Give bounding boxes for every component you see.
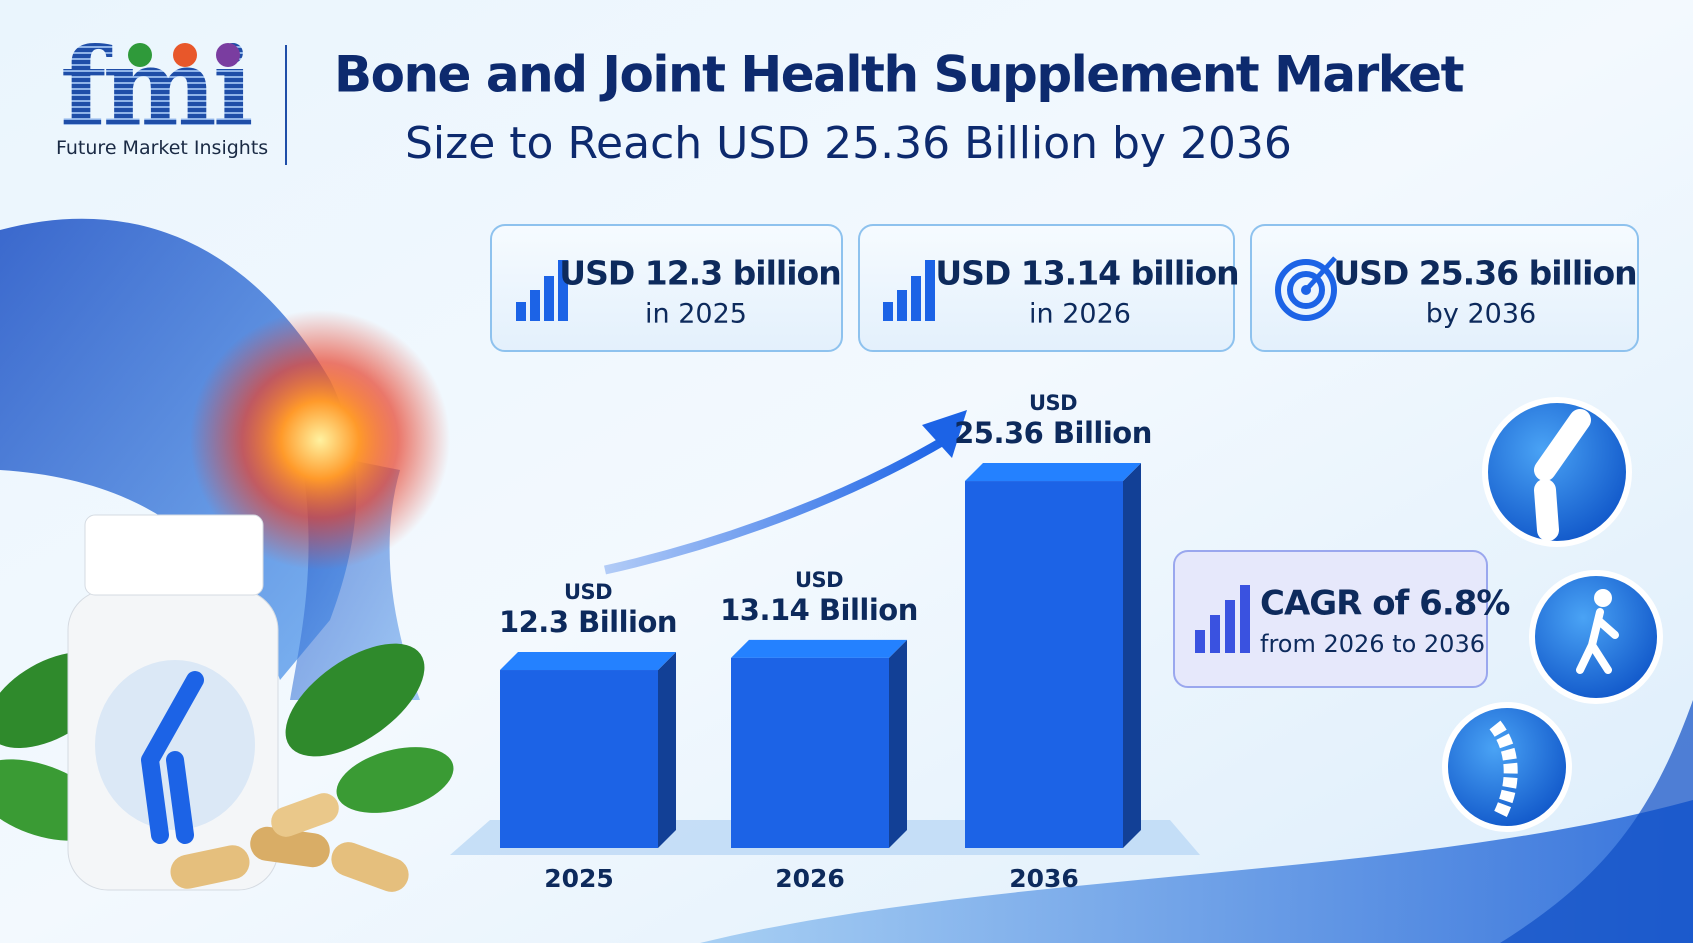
bottom-wave-dark (1500, 700, 1693, 943)
bar (731, 657, 889, 848)
spine-icon (1442, 702, 1572, 832)
stat-card: USD 13.14 billion in 2026 (858, 224, 1240, 352)
cagr-value: CAGR of 6.8% (1260, 584, 1509, 624)
logo-dot (173, 43, 197, 67)
bar-top (731, 639, 907, 658)
cagr-caption: from 2026 to 2036 (1260, 630, 1485, 658)
stat-card: USD 12.3 billion in 2025 (490, 224, 843, 352)
stat-caption: in 2025 (645, 299, 747, 330)
x-tick-label: 2025 (544, 864, 614, 893)
x-tick-label: 2036 (1009, 864, 1079, 893)
capsules (170, 793, 409, 892)
subtitle: Size to Reach USD 25.36 Billion by 2036 (405, 118, 1292, 169)
logo: fmi (60, 25, 252, 151)
bar (965, 481, 1123, 848)
value-label: USD 12.3 Billion (498, 580, 678, 640)
stat-caption: in 2026 (1029, 299, 1131, 330)
bar (500, 670, 658, 848)
logo-dot (128, 43, 152, 67)
cagr-card: CAGR of 6.8% from 2026 to 2036 (1173, 550, 1510, 688)
knee-glow (190, 310, 450, 570)
walking-icon (1529, 570, 1663, 704)
stat-value: USD 25.36 billion (1333, 254, 1636, 293)
stat-value: USD 12.3 billion (559, 254, 840, 293)
leaf (285, 643, 425, 757)
value-label: USD 25.36 Billion (954, 391, 1152, 451)
stat-card: USD 25.36 billion by 2036 (1250, 224, 1639, 352)
bar-side (889, 639, 907, 848)
bottle-label (95, 660, 255, 830)
title: Bone and Joint Health Supplement Market (334, 46, 1464, 104)
logo-tagline: Future Market Insights (56, 137, 268, 159)
stat-caption: by 2036 (1426, 299, 1536, 330)
bottle-bone-icon (141, 671, 204, 844)
value-label: USD 13.14 Billion (720, 567, 918, 627)
logo-dot (216, 43, 240, 67)
leaf (336, 747, 454, 813)
bar-side (1123, 463, 1141, 848)
growth-arrow-head (922, 410, 967, 458)
bar-side (658, 652, 676, 848)
bottom-wave (700, 800, 1693, 943)
bar-top (500, 652, 676, 671)
growth-arrow (604, 436, 948, 575)
bar-top (965, 463, 1141, 482)
x-tick-label: 2026 (775, 864, 845, 893)
stat-value: USD 13.14 billion (935, 254, 1238, 293)
bottle-cap (84, 514, 264, 596)
joint-icon (1482, 397, 1632, 547)
